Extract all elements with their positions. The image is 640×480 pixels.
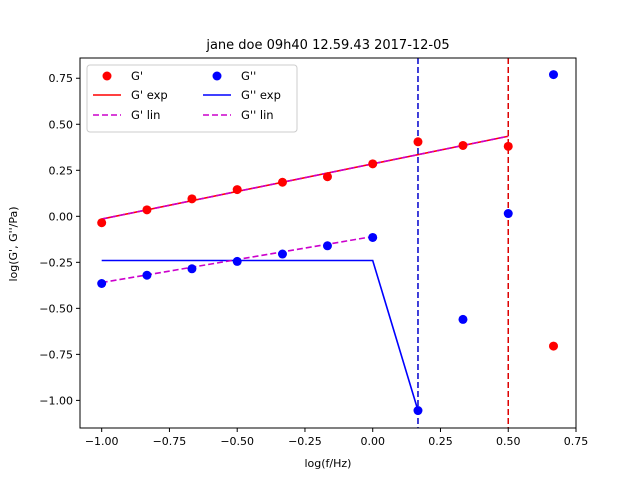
x-tick-label-8: 0.75 — [564, 435, 589, 448]
y-tick-label-2: −0.75 — [39, 348, 73, 361]
data-point-s1-5 — [277, 177, 287, 187]
x-tick-label-2: −0.75 — [153, 435, 187, 448]
y-tick-label-7: 0.50 — [49, 118, 74, 131]
data-point-s2-11 — [549, 70, 559, 80]
data-point-s2-4 — [232, 256, 242, 266]
data-point-s1-4 — [232, 185, 242, 195]
y-tick-label-1: −1.00 — [39, 394, 73, 407]
y-axis-title: log(G', G''/Pa) — [7, 206, 20, 281]
data-point-s2-1 — [97, 278, 107, 288]
data-point-s2-7 — [368, 232, 378, 242]
legend-box — [86, 64, 298, 133]
data-point-s2-9 — [458, 314, 468, 324]
data-point-s2-2 — [142, 270, 152, 280]
data-point-s1-10 — [503, 141, 513, 151]
plot-content — [97, 58, 559, 428]
y-tick-label-4: −0.25 — [39, 256, 73, 269]
data-point-s1-3 — [187, 194, 197, 204]
data-point-s2-5 — [277, 249, 287, 259]
data-point-s2-3 — [187, 264, 197, 274]
data-point-s1-1 — [97, 218, 107, 228]
x-tick-label-1: −1.00 — [85, 435, 119, 448]
legend-entry-2-marker — [212, 71, 222, 81]
data-point-s1-7 — [368, 159, 378, 169]
x-tick-label-7: 0.50 — [496, 435, 521, 448]
data-point-s1-11 — [549, 341, 559, 351]
data-point-s2-10 — [503, 209, 513, 219]
axes-frame — [79, 57, 577, 429]
data-point-s2-6 — [322, 241, 332, 251]
y-tick-label-5: 0.00 — [49, 210, 74, 223]
legend-entry-1-marker — [102, 71, 112, 81]
legend-entry-1-label: G' — [131, 69, 143, 83]
data-point-s2-8 — [413, 406, 423, 416]
legend-entry-6-label: G'' lin — [241, 108, 274, 122]
data-point-s1-9 — [458, 140, 468, 150]
data-point-s1-6 — [322, 172, 332, 182]
chart-title: jane doe 09h40 12.59.43 2017-12-05 — [205, 38, 449, 53]
x-tick-label-5: 0.00 — [360, 435, 385, 448]
legend-entry-2-label: G'' — [241, 69, 256, 83]
data-point-s1-8 — [413, 137, 423, 147]
x-tick-label-3: −0.50 — [220, 435, 254, 448]
series-line-3 — [101, 135, 509, 220]
y-tick-label-6: 0.25 — [49, 164, 74, 177]
x-tick-label-4: −0.25 — [288, 435, 322, 448]
x-tick-label-6: 0.25 — [428, 435, 453, 448]
legend-entry-3-label: G' exp — [131, 88, 168, 102]
plot-area: −1.00 −0.75 −0.50 −0.25 0.00 0.25 0.50 0.75 −1.0… — [39, 57, 589, 448]
data-point-s1-2 — [142, 205, 152, 215]
y-tick-label-8: 0.75 — [49, 72, 74, 85]
x-axis-title: log(f/Hz) — [305, 457, 352, 470]
legend-entry-5-label: G' lin — [131, 108, 160, 122]
series-line-2 — [101, 259, 419, 411]
legend-entry-4-label: G'' exp — [241, 88, 281, 102]
y-tick-label-3: −0.50 — [39, 302, 73, 315]
legend: G' G'' G' exp G'' exp G' lin G'' lin — [86, 64, 298, 133]
